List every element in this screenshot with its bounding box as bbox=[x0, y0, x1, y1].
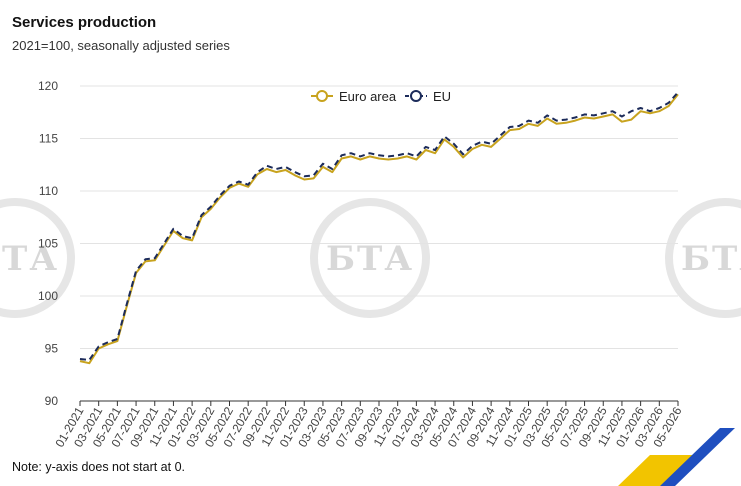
watermark-text: БТА bbox=[326, 239, 414, 279]
logo-yellow-stripe bbox=[618, 455, 694, 486]
chart-subtitle: 2021=100, seasonally adjusted series bbox=[12, 38, 230, 53]
y-tick-label: 100 bbox=[38, 289, 58, 303]
bta-logo bbox=[618, 428, 735, 486]
legend-label: EU bbox=[433, 89, 451, 104]
legend-swatch-marker bbox=[410, 90, 422, 102]
watermark-text: БТА bbox=[681, 239, 741, 279]
series-group bbox=[79, 91, 679, 365]
y-tick-label: 120 bbox=[38, 79, 58, 93]
watermark-ring bbox=[665, 198, 741, 318]
legend[interactable]: Euro area EU bbox=[311, 89, 451, 104]
logo-blue-stripe bbox=[660, 428, 735, 486]
y-axis-ticks: 90 95 100 105 110 115 120 bbox=[38, 79, 58, 408]
chart-note: Note: y-axis does not start at 0. bbox=[12, 460, 185, 474]
y-tick-label: 105 bbox=[38, 237, 58, 251]
watermark-group: БТА БТА БТА bbox=[0, 198, 741, 318]
grid-lines bbox=[80, 85, 678, 402]
legend-item-eu[interactable]: EU bbox=[405, 89, 451, 104]
series-line-eu[interactable] bbox=[79, 91, 679, 361]
y-tick-label: 110 bbox=[39, 184, 58, 198]
y-tick-label: 95 bbox=[45, 342, 59, 356]
legend-label: Euro area bbox=[339, 89, 397, 104]
chart-title: Services production bbox=[12, 14, 157, 31]
y-tick-label: 90 bbox=[45, 394, 59, 408]
watermark-ring bbox=[0, 198, 75, 318]
watermark-ring bbox=[310, 198, 430, 318]
watermark-text: БТА bbox=[0, 239, 59, 279]
legend-item-euro-area[interactable]: Euro area bbox=[311, 89, 397, 104]
legend-swatch-marker bbox=[316, 90, 328, 102]
x-axis-ticks: 01-202103-202105-202107-202109-202111-20… bbox=[52, 401, 685, 450]
y-tick-label: 115 bbox=[39, 132, 58, 146]
series-line-euro-area[interactable] bbox=[79, 93, 679, 365]
